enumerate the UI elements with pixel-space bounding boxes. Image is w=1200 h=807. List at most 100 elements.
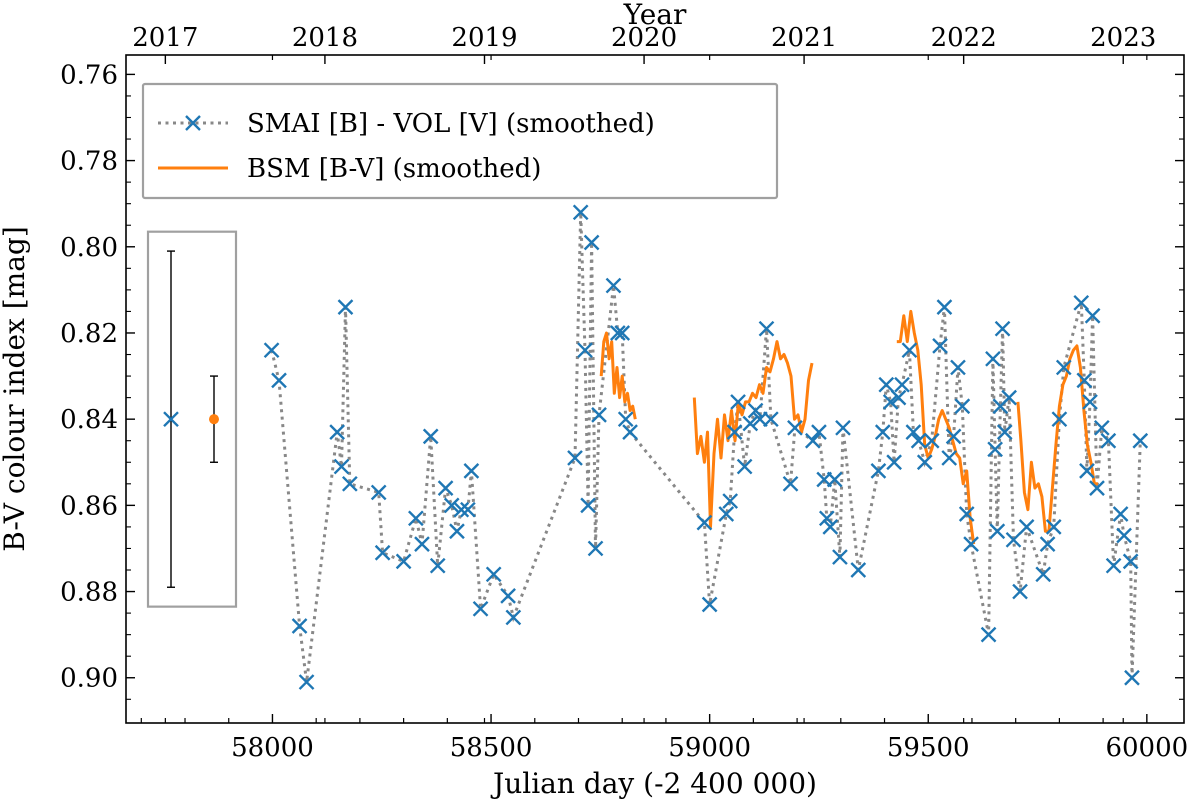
y-tick-label: 0.86 xyxy=(60,491,118,521)
smai-data-point xyxy=(941,450,958,466)
smai-data-point xyxy=(337,299,354,315)
smai-data-point xyxy=(291,618,308,634)
y-tick-label: 0.82 xyxy=(60,319,118,349)
legend-bsm-label: BSM [B-V] (smoothed) xyxy=(247,154,541,184)
smai-data-point xyxy=(1084,307,1101,324)
smai-data-point xyxy=(395,553,412,570)
smai-data-point xyxy=(1055,359,1072,376)
plot-frame xyxy=(125,54,1185,724)
smai-data-point xyxy=(609,325,626,341)
smai-data-point xyxy=(1116,527,1132,544)
smai-data-point xyxy=(835,419,851,436)
error-bar-marker xyxy=(163,411,179,428)
smai-data-point xyxy=(1039,536,1056,552)
smai-data-point xyxy=(583,234,600,251)
smai-data-point xyxy=(850,562,867,578)
year-tick-label: 2020 xyxy=(611,23,677,53)
error-bar-marker xyxy=(209,414,219,425)
smai-data-point xyxy=(996,424,1013,440)
smai-data-point xyxy=(987,441,1003,458)
smai-data-point xyxy=(580,497,596,514)
smai-data-point xyxy=(577,342,593,359)
smai-data-point xyxy=(945,428,962,445)
smai-data-point xyxy=(916,454,933,471)
smai-data-point xyxy=(1105,557,1122,574)
smai-data-point xyxy=(950,359,966,376)
smai-data-point xyxy=(443,497,460,514)
smai-data-point xyxy=(747,402,764,419)
smai-data-point xyxy=(832,549,848,565)
bsm-series-line xyxy=(599,331,637,420)
smai-data-point xyxy=(341,475,358,492)
smai-data-point xyxy=(963,536,979,552)
smai-data-point xyxy=(587,540,604,557)
smai-data-point xyxy=(1012,583,1028,600)
smai-data-point xyxy=(1035,566,1052,583)
smai-data-point xyxy=(818,510,835,527)
smai-data-point xyxy=(1112,506,1129,522)
smai-data-point xyxy=(370,484,387,501)
x-tick-label: 60000 xyxy=(1105,733,1188,763)
smai-data-point xyxy=(826,471,843,488)
top-axis-label: Year xyxy=(623,0,687,31)
smai-data-point xyxy=(437,480,454,496)
smai-data-point xyxy=(742,415,759,432)
smai-data-point xyxy=(932,338,948,354)
x-tick-label: 59000 xyxy=(668,733,751,763)
x-tick-label: 59500 xyxy=(887,733,970,763)
year-tick-label: 2017 xyxy=(132,23,198,53)
legend-smai-marker xyxy=(185,115,201,131)
smai-data-point xyxy=(736,458,753,475)
y-tick-label: 0.78 xyxy=(60,147,118,177)
smai-data-point xyxy=(500,588,516,604)
smai-data-point xyxy=(1122,553,1139,570)
y-tick-label: 0.84 xyxy=(60,405,118,435)
legend-smai-label: SMAI [B] - VOL [V] (smoothed) xyxy=(247,109,655,139)
smai-data-point xyxy=(329,424,346,440)
smai-data-point xyxy=(758,320,775,337)
smai-data-point xyxy=(882,394,899,410)
smai-data-point xyxy=(429,557,446,574)
smai-data-point xyxy=(696,514,713,531)
y-tick-label: 0.90 xyxy=(60,664,118,694)
y-axis-label: B-V colour index [mag] xyxy=(0,226,31,552)
bsm-series-line xyxy=(692,340,814,529)
smai-data-point xyxy=(408,510,424,527)
smai-data-point xyxy=(894,376,910,393)
smai-data-point xyxy=(804,432,821,449)
smai-data-point xyxy=(374,544,391,561)
smai-data-point xyxy=(1124,669,1140,686)
smai-data-point xyxy=(1076,372,1093,389)
smai-data-point xyxy=(1082,394,1098,410)
smai-data-point xyxy=(460,501,476,518)
y-tick-label: 0.88 xyxy=(60,578,118,608)
smai-data-point xyxy=(954,398,971,415)
smai-data-point xyxy=(463,463,480,479)
y-tick-label: 0.76 xyxy=(60,60,118,90)
smai-data-point xyxy=(870,463,887,479)
smai-data-point xyxy=(572,204,589,221)
smai-data-point xyxy=(449,523,465,540)
smai-data-point xyxy=(994,320,1011,337)
smai-data-point xyxy=(485,566,502,583)
smai-data-point xyxy=(811,424,827,440)
smai-data-point xyxy=(472,600,489,617)
smai-data-point xyxy=(1001,389,1017,406)
smai-data-point xyxy=(878,376,895,393)
smai-data-point xyxy=(782,475,799,492)
smai-data-point xyxy=(763,411,779,428)
year-tick-label: 2019 xyxy=(451,23,517,53)
smai-data-point xyxy=(422,428,439,445)
error-bar-box xyxy=(146,230,238,608)
smai-data-point xyxy=(890,389,907,406)
smai-data-point xyxy=(1045,519,1062,535)
smai-data-point xyxy=(701,596,718,613)
smai-data-point xyxy=(298,674,315,690)
smai-data-point xyxy=(886,454,902,471)
smai-data-point xyxy=(718,506,735,522)
smai-data-point xyxy=(414,536,430,552)
smai-data-point xyxy=(936,299,953,315)
smai-data-point xyxy=(1093,419,1110,436)
smai-data-point xyxy=(787,419,803,436)
